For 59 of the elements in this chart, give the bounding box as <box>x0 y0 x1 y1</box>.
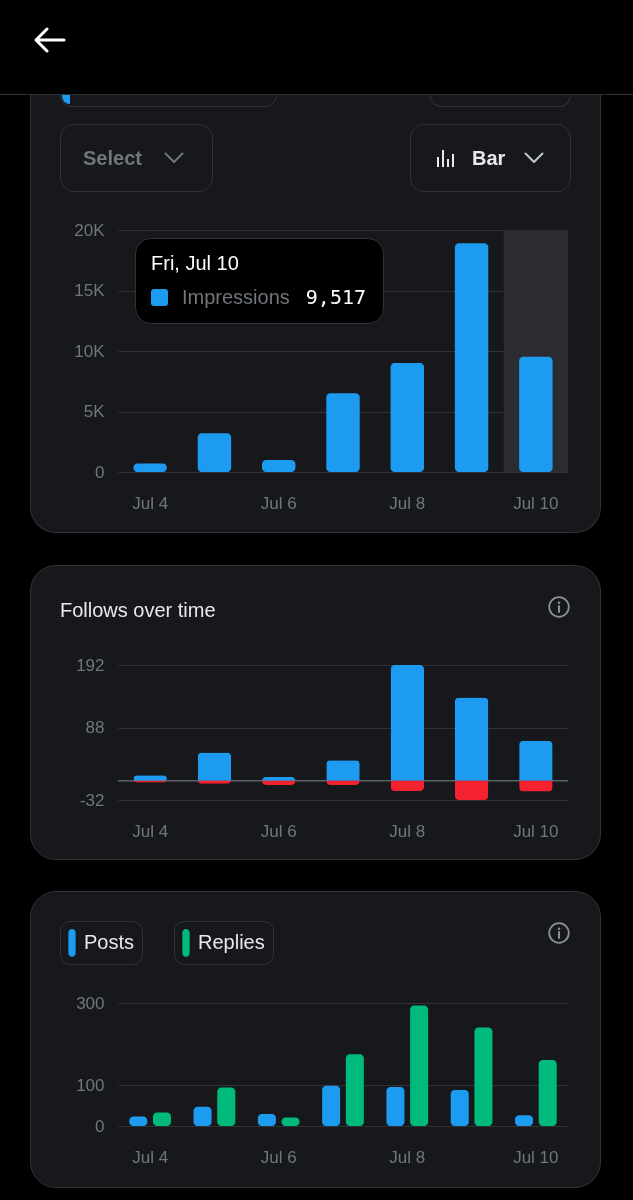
bar <box>390 780 424 791</box>
annotation: Fri, Jul 10 <box>151 251 240 275</box>
info-icon[interactable] <box>548 596 570 618</box>
x-tick-label: Jul 10 <box>513 821 559 841</box>
x-tick-label: Jul 6 <box>260 821 297 841</box>
dropdown[interactable]: Select <box>60 124 213 192</box>
bar <box>345 1054 364 1126</box>
y-tick-label: 15K <box>74 281 106 300</box>
x-tick-label: Jul 6 <box>260 493 297 513</box>
x-tick-label: Jul 4 <box>132 1147 169 1167</box>
bar <box>326 760 360 781</box>
x-tick-label: Jul 4 <box>132 821 169 841</box>
bar <box>454 780 489 800</box>
bar <box>454 697 489 781</box>
legend-label: Replies <box>198 931 265 953</box>
y-tick-label: 10K <box>74 341 106 361</box>
x-tick-label: Jul 4 <box>132 493 169 513</box>
bar <box>450 1089 469 1126</box>
bar <box>262 777 296 781</box>
y-tick-label: -32 <box>79 790 105 810</box>
legend-label: Posts <box>84 931 135 953</box>
x-tick-label: Jul 8 <box>389 493 426 513</box>
bar <box>262 459 296 472</box>
back-arrow-icon[interactable] <box>34 27 66 53</box>
tooltip: Fri, Jul 10 Impressions 9,517 <box>135 238 385 324</box>
dropdown[interactable]: Bar <box>410 124 571 192</box>
chart-title: Follows over time <box>60 599 216 621</box>
x-tick-label: Jul 8 <box>389 1147 426 1167</box>
x-tick-label: Jul 10 <box>513 493 559 513</box>
bar <box>410 1005 429 1126</box>
y-tick-label: 100 <box>76 1075 105 1095</box>
bar <box>386 1087 405 1126</box>
info-icon[interactable] <box>548 922 570 944</box>
annotation: 9,517 <box>305 285 367 309</box>
y-tick-label: 88 <box>85 718 105 738</box>
bar <box>326 393 360 472</box>
y-tick-label: 300 <box>76 993 105 1013</box>
y-tick-label: 0 <box>95 462 105 482</box>
y-tick-label: 20K <box>74 220 106 240</box>
bar <box>197 752 232 781</box>
bar <box>197 433 232 472</box>
bar <box>538 1059 557 1126</box>
bar <box>519 740 553 781</box>
x-tick-label: Jul 6 <box>260 1147 297 1167</box>
y-tick-label: 5K <box>83 402 106 421</box>
x-tick-label: Jul 10 <box>513 1147 559 1167</box>
bar <box>390 363 424 472</box>
bar <box>390 665 424 781</box>
bar <box>454 243 489 472</box>
x-tick-label: Jul 8 <box>389 821 426 841</box>
bar <box>217 1087 236 1126</box>
y-tick-label: 192 <box>76 655 105 675</box>
y-tick-label: 0 <box>95 1116 105 1136</box>
bar <box>193 1106 212 1126</box>
bar <box>474 1027 493 1126</box>
bar <box>322 1085 341 1126</box>
legend-label: Impressions <box>182 285 290 309</box>
bar <box>133 463 167 472</box>
bar <box>519 356 553 472</box>
